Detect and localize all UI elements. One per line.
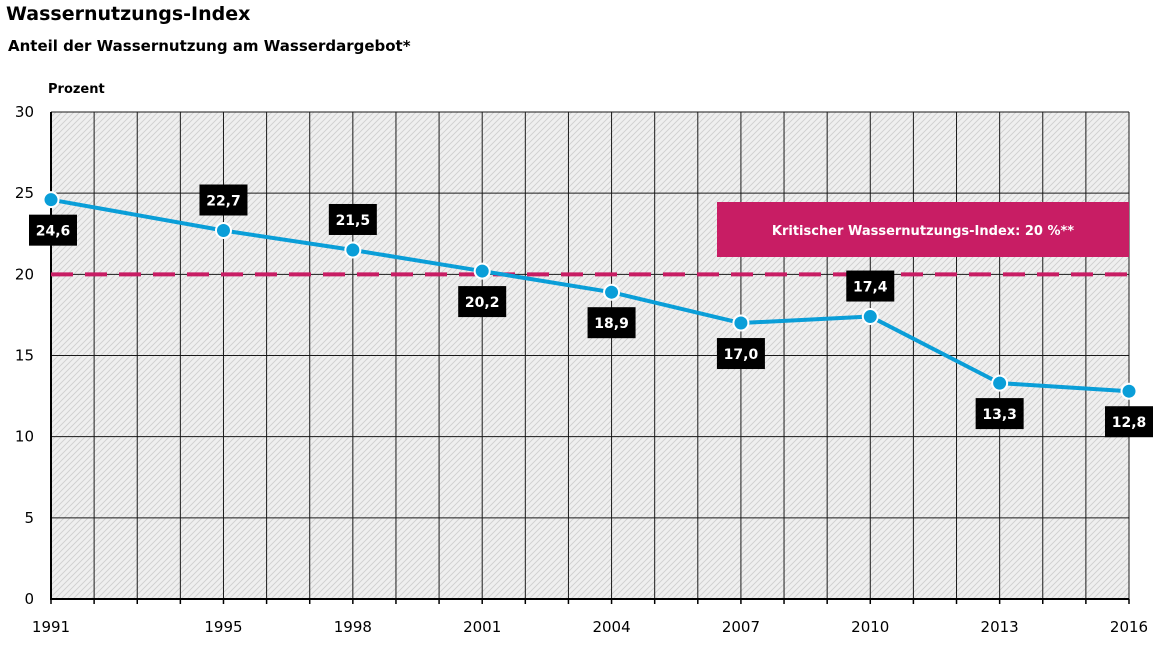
data-point [344, 241, 362, 259]
critical-threshold-label: Kritischer Wassernutzungs-Index: 20 %** [772, 224, 1074, 239]
data-point [603, 283, 621, 301]
data-label: 24,6 [36, 224, 71, 240]
data-label: 17,0 [724, 347, 759, 363]
data-label: 13,3 [982, 407, 1017, 423]
data-label: 21,5 [336, 213, 371, 229]
y-tick-label: 30 [15, 103, 34, 121]
data-point [1120, 382, 1138, 400]
data-label-box [199, 184, 248, 216]
data-label: 22,7 [206, 194, 241, 210]
data-point [732, 314, 750, 332]
data-label-box [29, 214, 77, 246]
data-label-box [975, 398, 1024, 430]
y-tick-label: 10 [15, 428, 34, 446]
data-point [42, 191, 60, 209]
x-tick-label: 2016 [1110, 618, 1148, 636]
data-label-box [587, 307, 636, 339]
y-tick-label: 15 [15, 347, 34, 365]
y-tick-label: 20 [15, 265, 34, 283]
x-tick-label: 2007 [722, 618, 760, 636]
x-tick-label: 1991 [32, 618, 70, 636]
data-point [861, 308, 879, 326]
x-tick-label: 2004 [592, 618, 630, 636]
data-label-box [458, 286, 507, 318]
y-tick-label: 25 [15, 184, 34, 202]
chart-title: Wassernutzungs-Index [6, 3, 251, 25]
data-point [473, 262, 491, 280]
data-label-box [1105, 406, 1153, 438]
data-label-box [716, 338, 765, 370]
chart-subtitle: Anteil der Wassernutzung am Wasserdargeb… [8, 37, 411, 55]
data-point [214, 222, 232, 240]
x-tick-label: 1998 [334, 618, 372, 636]
data-label-box [846, 270, 895, 302]
y-tick-label: 5 [24, 509, 34, 527]
data-label: 12,8 [1112, 415, 1147, 431]
data-point [991, 374, 1009, 392]
x-tick-label: 2010 [851, 618, 889, 636]
critical-threshold-box [717, 202, 1129, 257]
y-axis-label: Prozent [48, 82, 105, 97]
x-tick-label: 2001 [463, 618, 501, 636]
y-tick-label: 0 [24, 590, 34, 608]
data-label-box [328, 203, 377, 235]
data-label: 20,2 [465, 295, 500, 311]
data-label: 18,9 [594, 316, 629, 332]
x-tick-label: 2013 [981, 618, 1019, 636]
x-tick-label: 1995 [204, 618, 242, 636]
data-label: 17,4 [853, 280, 888, 296]
